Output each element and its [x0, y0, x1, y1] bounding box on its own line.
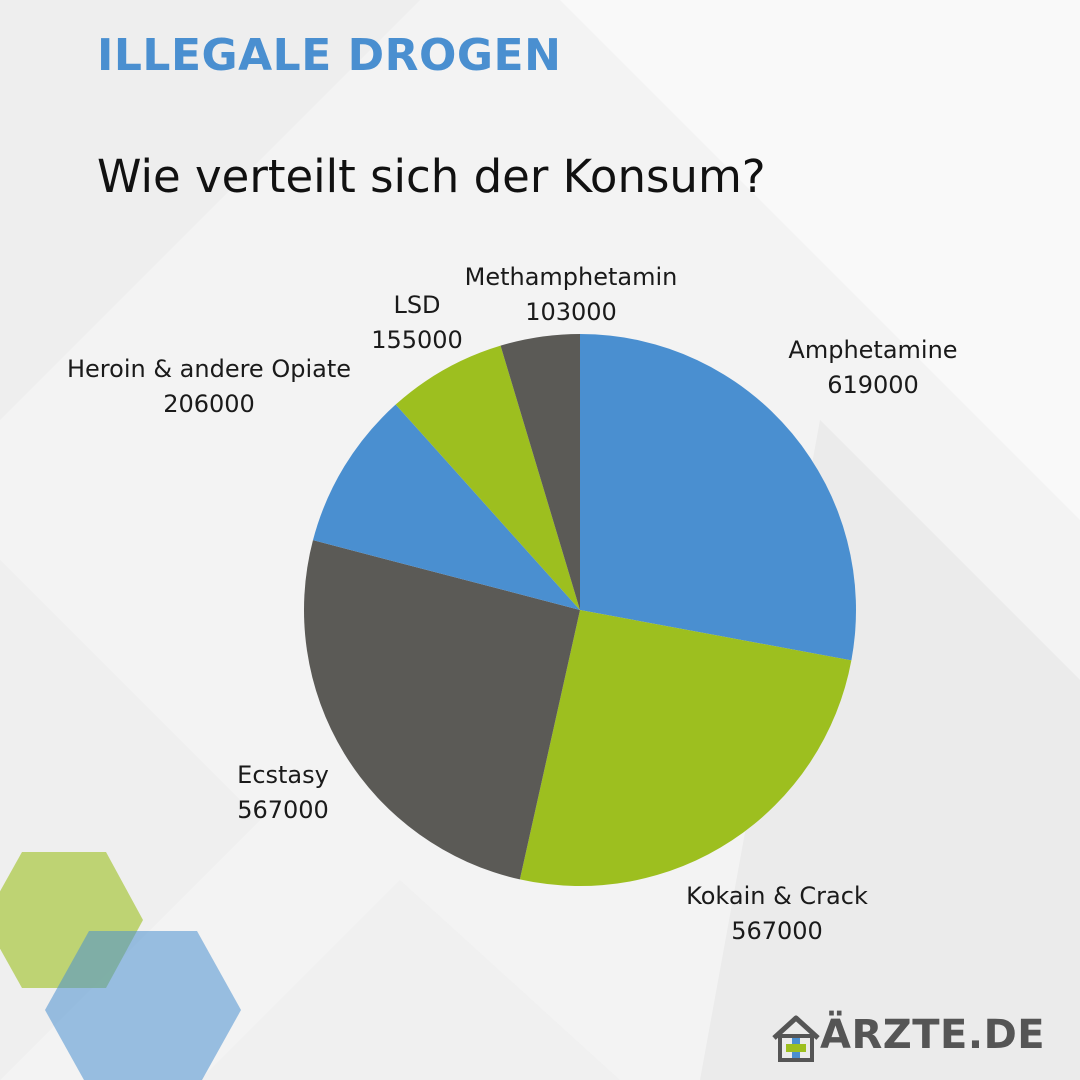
- slice-label-name: Heroin & andere Opiate: [67, 355, 351, 383]
- pie-slice-2: [519, 610, 852, 887]
- slice-label-value: 206000: [163, 390, 255, 418]
- blue-hexagon-decoration: [45, 931, 241, 1080]
- slice-label-name: Kokain & Crack: [686, 882, 868, 910]
- pie-slice-4: [312, 404, 580, 610]
- pie-slice-3: [303, 540, 580, 880]
- slice-label-value: 619000: [827, 371, 919, 399]
- slice-label-name: Methamphetamin: [465, 263, 678, 291]
- category-header: ILLEGALE DROGEN: [97, 30, 562, 81]
- slice-label-value: 155000: [371, 326, 463, 354]
- chart-title: Wie verteilt sich der Konsum?: [97, 150, 766, 203]
- slice-label-name: Ecstasy: [237, 761, 329, 789]
- pie-slice-6: [500, 334, 580, 610]
- slice-label-value: 567000: [237, 796, 329, 824]
- pie-slice-1: [580, 334, 857, 661]
- brand-logo-text: ÄRZTE.DE: [820, 1012, 1046, 1058]
- slice-label-value: 103000: [525, 298, 617, 326]
- house-cross-icon: [772, 1015, 820, 1062]
- slice-label-value: 567000: [731, 917, 823, 945]
- slice-label-name: Amphetamine: [788, 336, 957, 364]
- pie-slice-5: [395, 345, 580, 610]
- slice-label-name: LSD: [393, 291, 440, 319]
